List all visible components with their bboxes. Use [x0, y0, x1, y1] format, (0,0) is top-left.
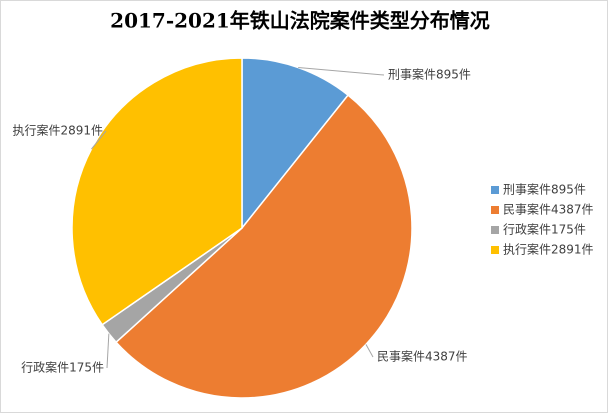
leader-line	[298, 67, 385, 76]
leader-line	[106, 333, 110, 369]
legend-label: 行政案件175件	[503, 222, 586, 237]
data-label: 刑事案件895件	[388, 67, 471, 82]
data-label: 民事案件4387件	[377, 349, 468, 364]
legend-label: 民事案件4387件	[503, 202, 594, 217]
leader-line	[91, 130, 107, 150]
data-label: 执行案件2891件	[12, 123, 103, 138]
legend-swatch	[491, 206, 499, 214]
legend-swatch	[491, 226, 499, 234]
chart-title: 2017-2021年铁山法院案件类型分布情况	[110, 9, 490, 33]
legend-label: 执行案件2891件	[503, 242, 594, 257]
data-label: 行政案件175件	[21, 360, 104, 375]
leader-line	[365, 344, 374, 358]
legend-swatch	[491, 186, 499, 194]
pie-slice	[241, 57, 350, 231]
legend-label: 刑事案件895件	[503, 182, 586, 197]
legend-swatch	[491, 246, 499, 254]
